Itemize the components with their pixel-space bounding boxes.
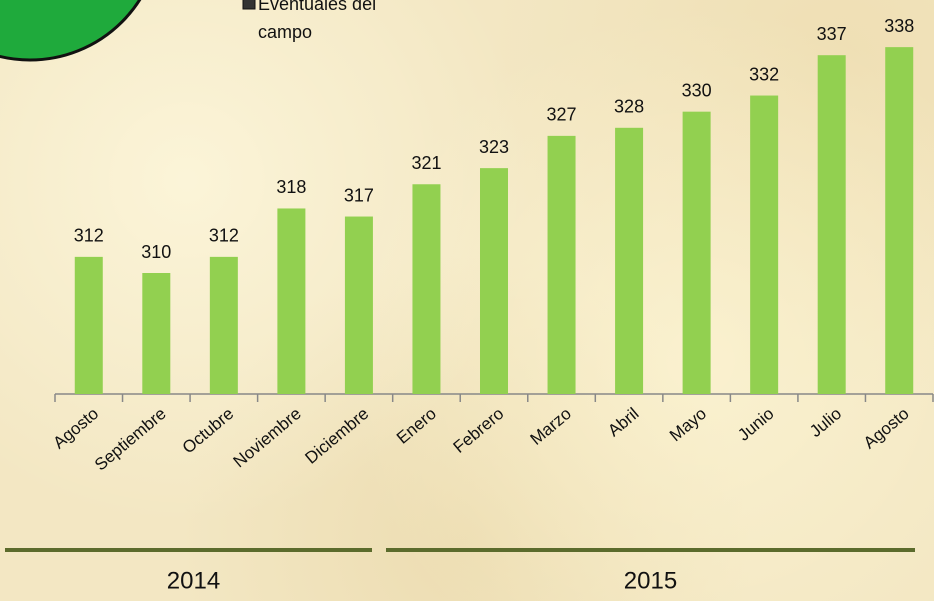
bar xyxy=(480,168,508,394)
data-label: 327 xyxy=(547,105,577,125)
data-label: 328 xyxy=(614,97,644,117)
bar xyxy=(74,256,103,394)
bar xyxy=(615,127,644,395)
x-tick-label: Diciembre xyxy=(302,404,373,468)
group-label: 2015 xyxy=(624,567,677,594)
x-tick-label: Enero xyxy=(393,404,440,448)
x-tick-label: Julio xyxy=(806,404,845,441)
bar xyxy=(412,184,441,394)
data-label: 312 xyxy=(74,226,104,246)
data-label: 310 xyxy=(141,242,171,262)
data-label: 312 xyxy=(209,226,239,246)
data-label: 338 xyxy=(884,16,914,36)
x-tick-label: Agosto xyxy=(49,404,102,453)
x-tick-label: Junio xyxy=(734,404,777,445)
bar xyxy=(750,95,779,395)
data-label: 323 xyxy=(479,137,509,157)
bar xyxy=(209,256,238,394)
data-label: 330 xyxy=(682,80,712,100)
bar xyxy=(547,135,576,394)
x-tick-label: Marzo xyxy=(527,404,575,449)
bar xyxy=(344,216,373,394)
legend-label: Eventuales del campo xyxy=(258,0,377,42)
bar xyxy=(277,208,306,394)
x-tick-label: Febrero xyxy=(450,404,508,457)
legend-swatch xyxy=(242,0,256,10)
group-label: 2014 xyxy=(167,567,220,594)
x-tick-label: Mayo xyxy=(666,404,710,445)
x-tick-label: Agosto xyxy=(860,404,913,453)
bar xyxy=(142,273,171,394)
bar xyxy=(885,47,914,395)
x-tick-label: Abril xyxy=(604,404,642,440)
data-label: 337 xyxy=(817,24,847,44)
bar xyxy=(682,111,711,395)
x-tick-label: Septiembre xyxy=(91,404,170,474)
data-label: 318 xyxy=(276,177,306,197)
x-tick-label: Noviembre xyxy=(230,404,305,471)
badge-circle xyxy=(0,0,142,62)
data-label: 332 xyxy=(749,64,779,84)
data-label: 317 xyxy=(344,185,374,205)
data-label: 321 xyxy=(411,153,441,173)
x-tick-label: Octubre xyxy=(179,404,238,457)
bar xyxy=(817,55,846,394)
